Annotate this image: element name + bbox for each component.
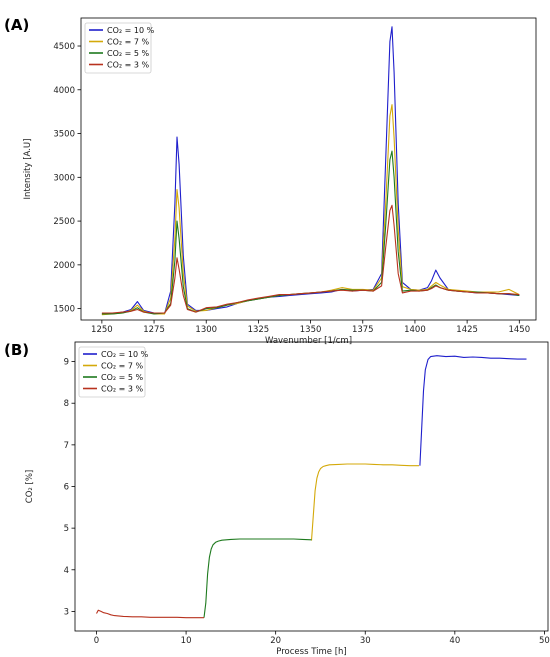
y-tick-label: 3500	[53, 130, 75, 140]
x-tick-label: 1325	[248, 325, 270, 335]
legend-label: CO₂ = 3 %	[101, 385, 144, 394]
series-line-3	[203, 538, 312, 618]
y-tick-label: 3000	[53, 173, 75, 183]
series-line-4	[101, 204, 520, 314]
legend-box	[78, 346, 146, 398]
legend-label: CO₂ = 3 %	[107, 61, 150, 70]
y-tick-label: 1500	[53, 305, 75, 315]
y-tick-label: 2000	[53, 261, 75, 271]
x-tick-label: 1275	[143, 325, 165, 335]
legend-label: CO₂ = 5 %	[107, 49, 150, 58]
legend-box	[84, 22, 152, 74]
legend-label: CO₂ = 10 %	[101, 350, 149, 359]
plot-area-frame	[80, 17, 537, 321]
y-tick-label: 2500	[53, 217, 75, 227]
x-tick-label: 30	[360, 636, 371, 646]
legend-label: CO₂ = 5 %	[101, 373, 144, 382]
y-axis-label: Intensity [A.U]	[23, 139, 33, 200]
y-tick-label: 4000	[53, 86, 75, 96]
legend-label: CO₂ = 7 %	[107, 38, 150, 47]
y-tick-label: 7	[64, 441, 69, 451]
x-tick-label: 10	[181, 636, 192, 646]
y-tick-label: 6	[64, 483, 69, 493]
series-line-1	[419, 355, 527, 466]
chart-panel-b: (B) 0 10 20 30 40 50 3 4 5 6 7 8 9 Process Time [h] CO₂…	[4, 341, 550, 657]
x-tick-label: 1300	[195, 325, 217, 335]
y-tick-label: 5	[64, 524, 69, 534]
x-tick-label: 0	[94, 636, 99, 646]
y-tick-label: 3	[64, 607, 69, 617]
y-axis-label: CO₂ [%]	[25, 470, 35, 503]
y-tick-label: 4	[64, 566, 69, 576]
legend-label: CO₂ = 10 %	[107, 26, 155, 35]
plot-area-frame	[74, 341, 549, 632]
series-line-2	[310, 463, 419, 541]
x-axis-label: Process Time [h]	[276, 647, 346, 657]
y-tick-label: 9	[64, 358, 69, 368]
x-axis-label: Wavenumber [1/cm]	[265, 336, 352, 346]
x-tick-label: 1350	[300, 325, 322, 335]
series-line-4	[96, 609, 204, 619]
x-tick-label: 1400	[404, 325, 426, 335]
x-tick-label: 1375	[352, 325, 374, 335]
legend-label: CO₂ = 7 %	[101, 362, 144, 371]
panel-label: (B)	[4, 341, 29, 359]
x-tick-label: 20	[270, 636, 281, 646]
panel-label: (A)	[4, 16, 29, 34]
x-tick-label: 1250	[91, 325, 113, 335]
legend: CO₂ = 10 % CO₂ = 7 % CO₂ = 5 % CO₂ = 3 %	[78, 346, 149, 398]
series-line-1	[101, 26, 520, 315]
y-tick-label: 8	[64, 399, 69, 409]
legend: CO₂ = 10 % CO₂ = 7 % CO₂ = 5 % CO₂ = 3 %	[84, 22, 155, 74]
x-tick-label: 50	[539, 636, 550, 646]
y-tick-label: 4500	[53, 42, 75, 52]
chart-panel-a: (A) 1250 1275 1300 1325 1350 1375 1400 1425 1450 1…	[4, 16, 537, 346]
x-tick-label: 40	[449, 636, 460, 646]
series-line-3	[101, 150, 520, 315]
x-tick-label: 1450	[508, 325, 530, 335]
series-line-2	[101, 104, 520, 316]
x-tick-label: 1425	[456, 325, 478, 335]
